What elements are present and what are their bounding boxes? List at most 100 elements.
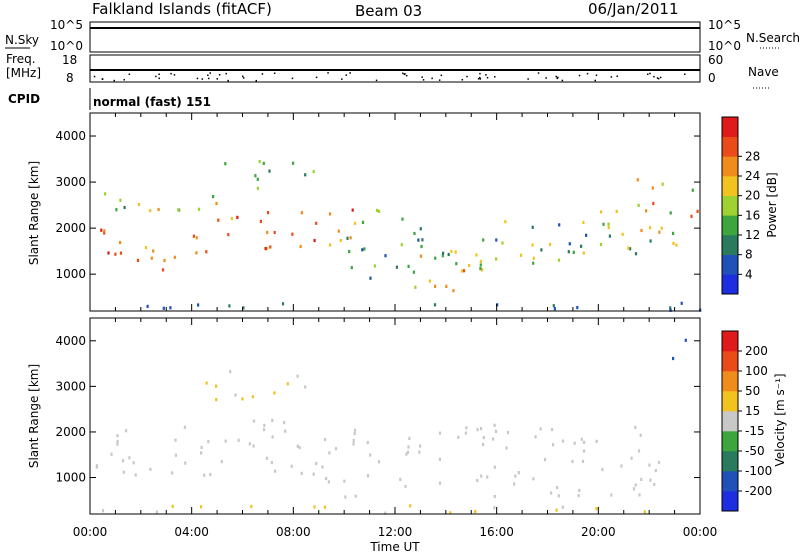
range-cell <box>205 381 208 385</box>
colorbar-tick-label: 28 <box>745 149 760 163</box>
nave-dot <box>128 73 131 75</box>
range-cell <box>262 161 265 165</box>
range-cell <box>254 174 257 178</box>
range-cell <box>215 201 218 206</box>
range-cell <box>119 198 122 202</box>
range-cell <box>353 432 356 436</box>
y-tick-label: 4000 <box>55 334 86 348</box>
range-cell <box>421 238 424 242</box>
range-cell <box>610 493 613 497</box>
range-cell <box>171 471 174 475</box>
range-cell <box>657 460 661 465</box>
range-cell <box>343 479 346 483</box>
range-cell <box>152 249 155 253</box>
nave-dot <box>273 72 276 74</box>
colorbar-swatch <box>722 391 738 412</box>
nave-dot <box>545 77 547 79</box>
range-cell <box>460 269 463 273</box>
power-colorbar-frame <box>721 116 739 295</box>
range-cell <box>234 393 237 397</box>
range-cell <box>495 257 498 261</box>
nave-dot <box>375 79 378 82</box>
nave-dot <box>616 75 618 77</box>
range-cell <box>101 509 105 513</box>
range-cell <box>312 472 315 476</box>
range-cell <box>252 419 256 423</box>
range-cell <box>551 428 554 432</box>
range-cell <box>454 250 457 254</box>
power-ylabel: Slant Range [km] <box>27 161 41 265</box>
range-cell <box>200 505 203 509</box>
range-cell <box>531 243 534 247</box>
colorbar-swatch <box>722 491 738 512</box>
power-xticks <box>89 113 701 311</box>
nave-dot <box>494 76 496 78</box>
x-tick-label: 00:00 <box>73 525 108 539</box>
range-cell <box>441 254 444 258</box>
range-cell <box>580 244 583 248</box>
range-cell <box>366 440 369 445</box>
range-cell <box>601 467 604 472</box>
colorbar-tick-label: -100 <box>745 464 772 478</box>
range-cell <box>514 474 517 478</box>
range-cell <box>217 218 220 222</box>
range-cell <box>366 474 370 478</box>
range-cell <box>174 453 177 457</box>
range-cell <box>283 421 286 425</box>
range-cell <box>602 222 605 226</box>
nsearch-tick-top: 10^5 <box>708 18 741 32</box>
range-cell <box>549 242 552 246</box>
range-cell <box>251 395 254 399</box>
colorbar-tick-label: 50 <box>745 384 760 398</box>
range-cell <box>501 241 504 245</box>
range-cell <box>669 308 672 312</box>
colorbar-swatch <box>722 274 738 295</box>
range-cell <box>337 229 340 233</box>
range-cell <box>116 442 119 446</box>
range-cell <box>539 427 542 431</box>
range-cell <box>300 471 303 475</box>
nave-dot <box>647 73 649 75</box>
nave-dot <box>421 76 423 78</box>
colorbar-tick-label: 20 <box>745 189 760 203</box>
range-cell <box>207 440 210 444</box>
range-cell <box>462 269 466 273</box>
range-cell <box>220 460 223 464</box>
nsky-panel: N.Sky 10^5 10^0 10^5 10^0 N.Search <box>5 18 800 53</box>
range-cell <box>450 249 453 253</box>
cpid-label: CPID <box>8 92 40 106</box>
range-cell <box>369 453 372 457</box>
y-tick-label: 2000 <box>55 425 86 439</box>
range-cell <box>328 243 332 247</box>
colorbar-tick-label: 100 <box>745 364 768 378</box>
freq-tick-bottom: 8 <box>66 71 74 85</box>
colorbar-swatch <box>722 411 738 432</box>
nave-dot <box>479 78 482 80</box>
range-cell <box>493 494 496 499</box>
range-cell <box>531 225 534 229</box>
nave-dot <box>578 74 581 77</box>
power-colorbar-ticks: 4 8 12 16 20 24 28 <box>738 149 760 281</box>
range-cell <box>195 236 198 240</box>
range-cell <box>192 234 195 238</box>
colorbar-swatch <box>722 331 738 352</box>
nave-dot <box>216 78 218 80</box>
range-cell <box>346 236 349 240</box>
range-cell <box>407 264 410 268</box>
velocity-yticks: 1000 2000 3000 4000 <box>55 334 700 485</box>
range-cell <box>636 178 639 182</box>
range-cell <box>595 507 598 511</box>
range-cell <box>578 488 581 492</box>
nave-dot <box>594 79 596 82</box>
nave-dot <box>422 79 425 81</box>
range-cell <box>438 431 442 435</box>
nave-dot <box>158 73 160 75</box>
range-cell <box>197 303 200 307</box>
range-cell <box>350 266 353 270</box>
range-cell <box>434 256 437 260</box>
range-cell <box>274 469 277 473</box>
range-cell <box>184 461 187 465</box>
range-cell <box>652 201 655 206</box>
nave-dot <box>659 76 662 79</box>
range-cell <box>408 436 411 440</box>
